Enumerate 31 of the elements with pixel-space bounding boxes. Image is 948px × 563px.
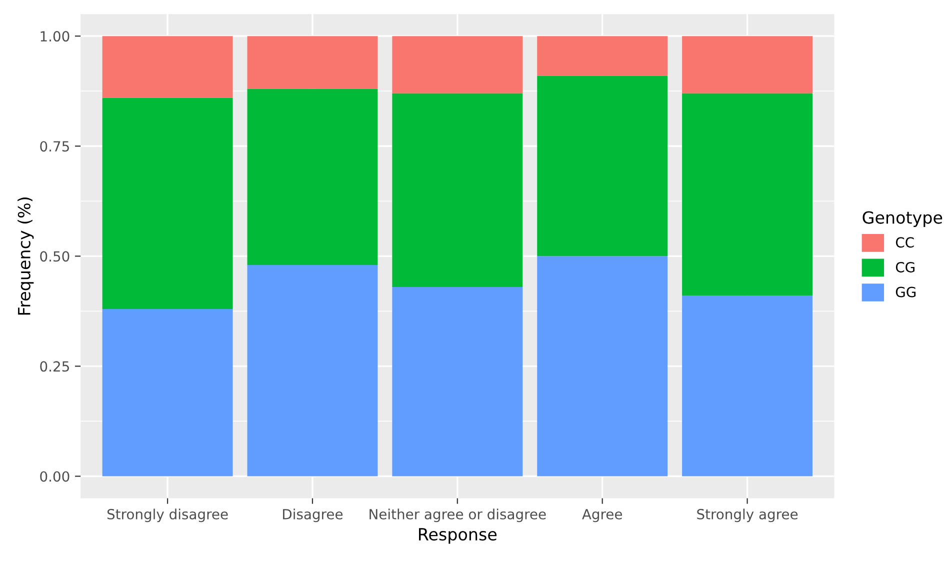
y-tick-label: 0.75: [40, 141, 69, 152]
bar: [392, 36, 523, 94]
y-tick-label: 1.00: [40, 31, 70, 42]
bar: [247, 88, 378, 265]
y-axis-title: Frequency (%): [18, 197, 34, 315]
x-tick-label: Strongly disagree: [107, 508, 228, 522]
bar: [247, 264, 378, 476]
x-tick-label: Strongly agree: [697, 508, 798, 522]
x-axis-title: Response: [419, 528, 497, 544]
x-tick-label: Neither agree or disagree: [370, 508, 546, 522]
bar: [247, 36, 378, 89]
legend-label: CG: [896, 262, 914, 272]
bar: [682, 296, 812, 476]
bar: [537, 36, 668, 76]
bar: [392, 286, 523, 476]
bar: [392, 93, 523, 287]
y-tick-label: 0.50: [40, 251, 70, 262]
legend-label: CC: [896, 237, 914, 248]
x-tick-label: Agree: [582, 509, 622, 522]
legend-title: Genotype: [862, 211, 942, 228]
y-tick-label: 0.00: [40, 471, 70, 482]
bar: [682, 93, 812, 296]
x-tick-label: Disagree: [283, 508, 343, 522]
bar: [537, 76, 668, 256]
legend-label: GG: [896, 286, 916, 298]
bar: [102, 36, 233, 98]
bar: [537, 256, 668, 476]
bar: [102, 308, 233, 476]
y-tick-label: 0.25: [40, 361, 69, 372]
bar: [682, 36, 812, 94]
bar: [102, 98, 233, 309]
